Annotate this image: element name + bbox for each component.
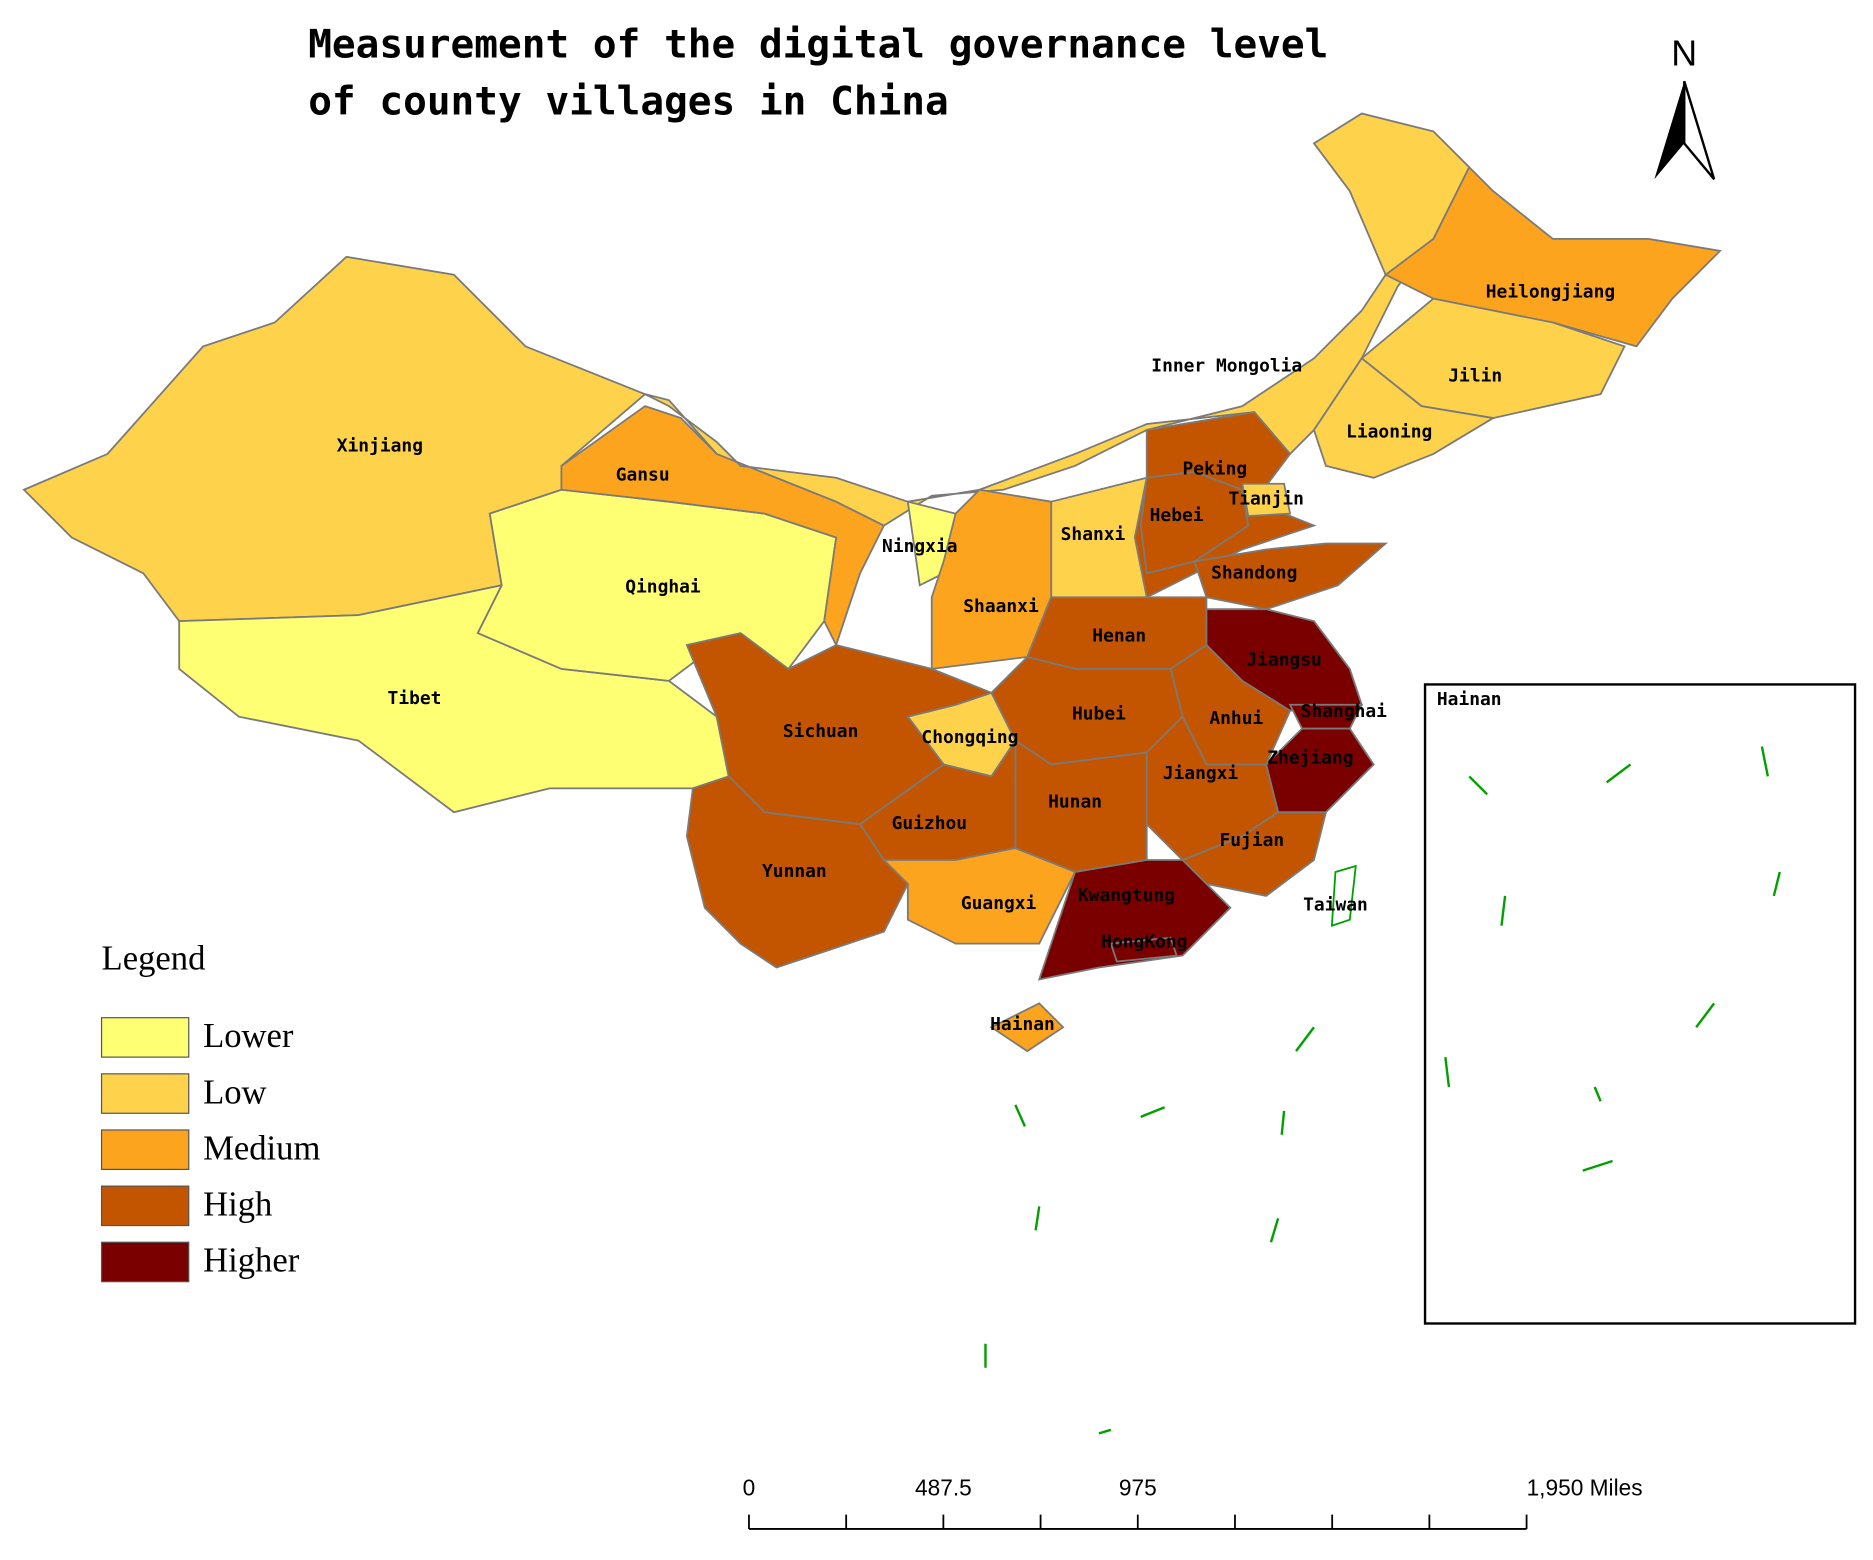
province-label: Ningxia — [882, 536, 957, 557]
scale-label: 0 — [743, 1474, 756, 1500]
province-label: Shandong — [1211, 562, 1297, 583]
province-label: Xinjiang — [337, 436, 423, 457]
province — [1193, 542, 1389, 611]
scale-label: 1,950 Miles — [1527, 1474, 1643, 1500]
provinces — [22, 112, 1722, 1053]
scale-label: 487.5 — [915, 1474, 972, 1500]
scale-label: 975 — [1119, 1474, 1157, 1500]
province-label: Peking — [1182, 458, 1247, 479]
province-label: Qinghai — [625, 577, 701, 598]
province-label: Hubei — [1072, 703, 1126, 724]
province-labels: Xinjiang Tibet Qinghai Gansu Inner Mongolia H… — [337, 282, 1615, 1035]
province — [1330, 864, 1357, 927]
north-arrow: N — [1654, 34, 1716, 180]
province-label: Henan — [1092, 626, 1146, 647]
legend-label: Low — [203, 1073, 266, 1111]
province — [1109, 936, 1178, 963]
province-label: Hebei — [1150, 505, 1204, 526]
island — [1444, 746, 1781, 1172]
province-label: Jiangxi — [1163, 763, 1239, 784]
province — [1312, 357, 1496, 479]
title-line: of county villages in China — [308, 79, 949, 125]
inset-frame — [1423, 683, 1857, 1325]
province-label: Fujian — [1220, 830, 1285, 851]
legend-label: Medium — [203, 1129, 320, 1167]
province — [1037, 859, 1232, 981]
legend-swatch — [100, 1185, 190, 1227]
province — [1241, 482, 1292, 517]
province-label: Shanghai — [1301, 701, 1387, 722]
islands — [984, 746, 1781, 1435]
legend: Lower Low Medium High Higher — [100, 1017, 320, 1283]
province-label: Heilongjiang — [1486, 282, 1615, 303]
inset-label: Hainan — [1437, 689, 1502, 710]
province-label: Tianjin — [1228, 488, 1303, 509]
province-label: Hunan — [1048, 792, 1102, 813]
province-label: Kwangtung — [1078, 885, 1175, 906]
province-label: Guangxi — [961, 893, 1037, 914]
province — [989, 1002, 1065, 1053]
province-label: Shaanxi — [963, 596, 1039, 617]
province-label: Sichuan — [783, 721, 858, 742]
province — [1139, 470, 1250, 575]
province-label: Taiwan — [1303, 894, 1368, 915]
province-label: HongKong — [1101, 931, 1187, 952]
province — [560, 405, 886, 648]
arrow-half — [1654, 81, 1685, 180]
legend-swatch — [100, 1241, 190, 1283]
province-label: Zhejiang — [1267, 747, 1353, 768]
arrow-half — [1683, 80, 1716, 180]
province-label: Jiangsu — [1246, 650, 1321, 671]
province-label: Liaoning — [1346, 421, 1432, 442]
province-label: Gansu — [616, 464, 670, 485]
legend-swatch — [100, 1129, 190, 1170]
province-label: Shanxi — [1061, 524, 1126, 545]
island — [984, 1026, 1315, 1435]
province-label: Anhui — [1209, 708, 1263, 729]
title-line: Measurement of the digital governance le… — [308, 21, 1328, 67]
legend-swatch — [100, 1017, 190, 1058]
province-label: Guizhou — [892, 813, 967, 834]
province-label: Chongqing — [921, 727, 1018, 748]
province-label: Yunnan — [762, 861, 827, 882]
province-label: Hainan — [990, 1014, 1055, 1035]
scale-bar: 0 487.5 975 1,950 Miles — [743, 1474, 1643, 1530]
province-label: Tibet — [388, 688, 442, 709]
legend-label: Higher — [203, 1242, 300, 1280]
north-label: N — [1671, 34, 1697, 74]
legend-title: Legend — [102, 940, 206, 978]
legend-label: High — [203, 1186, 272, 1224]
province-label: Jilin — [1448, 365, 1502, 386]
province — [881, 847, 1077, 945]
province — [685, 775, 909, 969]
legend-label: Lower — [203, 1017, 294, 1055]
legend-swatch — [100, 1073, 190, 1114]
province-label: Inner Mongolia — [1151, 356, 1302, 377]
